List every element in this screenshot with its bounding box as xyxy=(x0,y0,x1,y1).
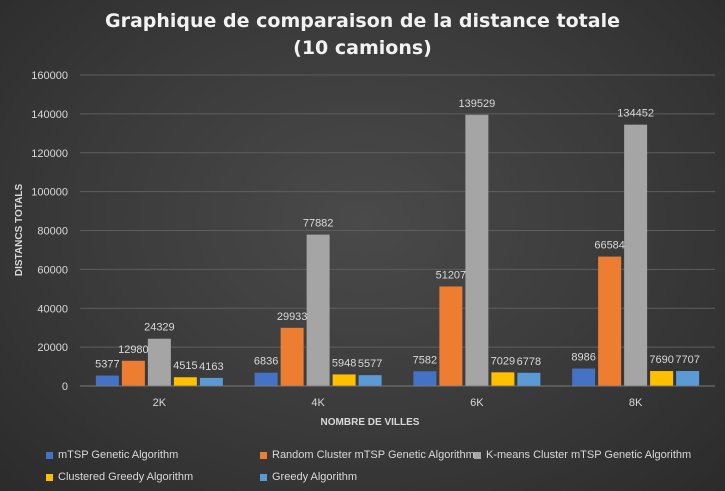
data-label: 51207 xyxy=(436,269,467,281)
data-label: 77882 xyxy=(303,218,334,230)
bar xyxy=(254,372,278,386)
axes: 0 20000 40000 60000 80000 100000 120000 140000 1… xyxy=(31,70,715,409)
data-label: 7690 xyxy=(649,354,673,366)
bar xyxy=(173,377,197,386)
bar xyxy=(306,234,330,386)
bar xyxy=(332,374,356,386)
x-tick-label: 6K xyxy=(470,397,484,409)
y-tick-label: 20000 xyxy=(37,342,68,354)
bar xyxy=(439,286,463,386)
bar xyxy=(121,360,145,386)
chart-title-line-1: Graphique de comparaison de la distance … xyxy=(104,10,620,32)
bar xyxy=(95,375,119,386)
bar xyxy=(358,375,382,386)
y-tick-label: 100000 xyxy=(31,187,68,199)
y-tick-label: 120000 xyxy=(31,148,68,160)
data-label: 66584 xyxy=(594,240,625,252)
data-label: 7707 xyxy=(675,354,699,366)
bar xyxy=(598,256,622,386)
bar xyxy=(517,372,541,386)
data-labels: 5377 12980 24329 4515 4163 6836 29933 77882 5948… xyxy=(95,98,700,373)
chart-title-line-2: (10 camions) xyxy=(293,37,432,59)
data-label: 139529 xyxy=(459,98,496,110)
bar xyxy=(572,368,596,386)
bar xyxy=(676,371,700,386)
bar xyxy=(465,114,489,387)
bar xyxy=(650,371,674,386)
data-label: 134452 xyxy=(617,108,654,120)
data-label: 12980 xyxy=(118,344,149,356)
bars xyxy=(95,114,700,387)
data-label: 7582 xyxy=(413,354,437,366)
x-tick-label: 8K xyxy=(629,397,643,409)
data-label: 5377 xyxy=(95,359,119,371)
y-tick-label: 60000 xyxy=(37,264,68,276)
y-tick-label: 0 xyxy=(62,381,68,393)
y-tick-label: 80000 xyxy=(37,226,68,238)
data-label: 5948 xyxy=(332,357,356,369)
x-tick-label: 2K xyxy=(153,397,167,409)
y-tick-label: 160000 xyxy=(31,70,68,82)
y-axis-title: DISTANCS TOTALS xyxy=(14,184,25,277)
data-label: 6836 xyxy=(254,356,278,368)
data-label: 29933 xyxy=(277,311,308,323)
bar xyxy=(491,372,515,386)
bar xyxy=(199,377,223,386)
bar xyxy=(624,124,648,386)
bar xyxy=(280,327,304,386)
y-tick-label: 140000 xyxy=(31,109,68,121)
bar xyxy=(147,338,171,386)
bar xyxy=(413,371,437,386)
data-label: 24329 xyxy=(144,322,175,334)
data-label: 5577 xyxy=(358,358,382,370)
data-label: 6778 xyxy=(517,356,541,368)
x-tick-label: 4K xyxy=(311,397,325,409)
data-label: 4163 xyxy=(199,361,223,373)
data-label: 8986 xyxy=(571,352,595,364)
y-tick-label: 40000 xyxy=(37,303,68,315)
chart-title: Graphique de comparaison de la distance … xyxy=(0,8,725,62)
data-label: 4515 xyxy=(173,360,197,372)
x-axis-title: NOMBRE DE VILLES xyxy=(321,417,420,428)
data-label: 7029 xyxy=(491,355,515,367)
